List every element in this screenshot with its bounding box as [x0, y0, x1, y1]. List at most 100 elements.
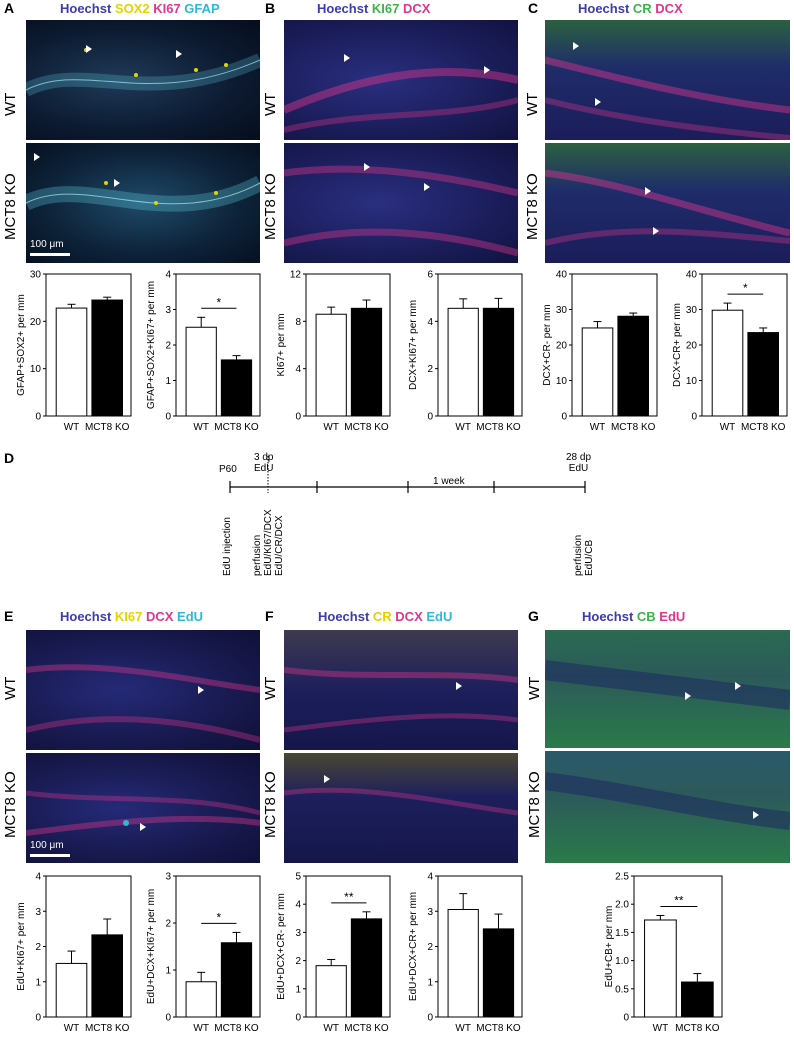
- y-tick-label: 2: [295, 956, 301, 967]
- row-label-ko-b: MCT8 KO: [262, 173, 279, 240]
- chart-frame: [305, 273, 391, 417]
- row-label-ko-c: MCT8 KO: [524, 173, 541, 240]
- stain-word-b-1: KI67: [371, 1, 403, 16]
- bar-ko: [617, 315, 650, 417]
- x-tick-label: MCT8 KO: [476, 422, 521, 433]
- y-tick-label: 8: [295, 317, 301, 328]
- y-tick-label: 4: [295, 900, 301, 911]
- scale-bar-e: [30, 854, 70, 857]
- y-tick-label: 2: [427, 942, 433, 953]
- row-label-wt-e: WT: [2, 676, 19, 700]
- row-label-ko-g: MCT8 KO: [526, 771, 543, 838]
- panel-label-a: A: [4, 0, 15, 16]
- timeline-label-edu-injection: EdU injection: [222, 517, 233, 576]
- y-tick-label: 2: [165, 341, 171, 352]
- x-tick-label: MCT8 KO: [214, 422, 259, 433]
- x-tick-label: MCT8 KO: [675, 1023, 720, 1034]
- x-tick-label: MCT8 KO: [344, 422, 389, 433]
- panel-label-g: G: [528, 608, 539, 624]
- x-tick-label: WT: [455, 422, 471, 433]
- stain-header-f: Hoechst CR DCX EdU: [318, 609, 452, 624]
- y-tick-label: 3: [165, 872, 171, 883]
- x-tick-label: WT: [653, 1023, 669, 1034]
- y-tick-label: 0: [295, 1013, 301, 1024]
- stain-word-c-2: DCX: [655, 1, 683, 16]
- bar-ko: [747, 332, 780, 417]
- bar-ko: [91, 299, 124, 417]
- timeline-label-perfusion-3dp: perfusion EdU/KI67/DCX EdU/CR/DCX: [252, 509, 285, 576]
- y-tick-label: 2.0: [615, 900, 629, 911]
- stain-word-e-0: Hoechst: [60, 609, 115, 624]
- y-tick-label: 1: [295, 984, 301, 995]
- micrograph-c-ko: [545, 143, 790, 263]
- micrograph-a-ko: 100 μm: [26, 143, 260, 263]
- x-tick-label: MCT8 KO: [611, 422, 656, 433]
- micrograph-f-wt: [284, 630, 518, 750]
- x-tick-label: WT: [64, 422, 80, 433]
- y-axis-label: EdU+CB+ per mm: [604, 906, 615, 988]
- y-axis-label: GFAP+SOX2+KI67+ per mm: [146, 281, 157, 409]
- timeline-label-3dp: 3 dp EdU: [254, 452, 274, 474]
- bar-wt: [711, 309, 744, 417]
- micrograph-b-ko: [284, 143, 518, 263]
- y-tick-label: 10: [556, 376, 568, 387]
- y-tick-label: 1.5: [615, 928, 629, 939]
- chart-g1: 0 0.5 1.0 1.5 2.0 2.5 EdU+CB+ per mm WT MCT8 KO *…: [604, 872, 723, 1034]
- stain-word-c-0: Hoechst: [578, 1, 633, 16]
- bar-wt: [315, 965, 347, 1018]
- y-axis-label: EdU+DCX+CR- per mm: [276, 893, 287, 1000]
- timeline-label-perfusion-28dp: perfusion EdU/CB: [573, 534, 595, 576]
- x-tick-label: WT: [720, 422, 736, 433]
- y-tick-label: 4: [427, 872, 433, 883]
- y-tick-label: 3: [35, 907, 41, 918]
- x-tick-label: WT: [64, 1023, 80, 1034]
- bar-wt: [447, 908, 479, 1018]
- bar-ko: [482, 307, 515, 417]
- timeline-label-week: 1 week: [433, 476, 465, 487]
- micrograph-c-wt: [545, 20, 790, 140]
- x-tick-label: WT: [590, 422, 606, 433]
- micrograph-a-wt: [26, 20, 260, 140]
- chart-c2: 0 10 20 30 40 DCX+CR+ per mm WT MCT8 KO *: [672, 270, 788, 433]
- y-axis-label: DCX+CR- per mm: [542, 304, 553, 385]
- y-tick-label: 2: [35, 942, 41, 953]
- y-tick-label: 0: [561, 412, 567, 423]
- scale-label-e: 100 μm: [30, 840, 64, 851]
- stain-word-e-3: EdU: [177, 609, 204, 624]
- micrograph-e-wt: [26, 630, 260, 750]
- y-tick-label: 1.0: [615, 956, 629, 967]
- chart-f2: 0 1 2 3 4 EdU+DCX+CR+ per mm WT MCT8 KO: [408, 872, 523, 1034]
- chart-e1: 0 1 2 3 4 EdU+KI67+ per mm WT MCT8 KO: [16, 872, 132, 1034]
- stain-word-f-0: Hoechst: [318, 609, 373, 624]
- y-tick-label: 5: [295, 872, 301, 883]
- panel-label-c: C: [528, 0, 539, 16]
- row-label-wt-f: WT: [262, 676, 279, 700]
- stain-word-e-1: KI67: [114, 609, 146, 624]
- bar-ko: [91, 934, 124, 1018]
- row-label-ko-a: MCT8 KO: [2, 173, 19, 240]
- chart-e2: 0 1 2 3 EdU+DCX+KI67+ per mm WT MCT8 KO *: [146, 872, 261, 1034]
- chart-frame: [633, 875, 723, 1018]
- y-tick-label: 0: [623, 1013, 629, 1024]
- x-tick-label: WT: [323, 422, 339, 433]
- x-tick-label: WT: [193, 1023, 209, 1034]
- y-tick-label: 12: [290, 270, 302, 281]
- y-tick-label: 0: [427, 1013, 433, 1024]
- y-tick-label: 30: [30, 270, 42, 281]
- y-axis-label: KI67+ per mm: [276, 313, 287, 376]
- y-tick-label: 30: [556, 305, 568, 316]
- chart-b2: 0 2 4 6 DCX+KI67+ per mm WT MCT8 KO: [408, 270, 523, 433]
- stain-word-f-3: EdU: [426, 609, 453, 624]
- y-tick-label: 0: [165, 1013, 171, 1024]
- significance-marker: **: [344, 890, 354, 904]
- y-tick-label: 3: [165, 305, 171, 316]
- stain-word-c-1: CR: [632, 1, 656, 16]
- y-axis-label: EdU+DCX+CR+ per mm: [408, 892, 419, 1001]
- bar-wt: [315, 313, 347, 417]
- y-tick-label: 4: [35, 872, 41, 883]
- stain-word-a-1: SOX2: [114, 1, 154, 16]
- y-tick-label: 20: [30, 317, 42, 328]
- bar-wt: [55, 307, 88, 417]
- chart-frame: [437, 273, 523, 417]
- row-label-wt-b: WT: [262, 92, 279, 116]
